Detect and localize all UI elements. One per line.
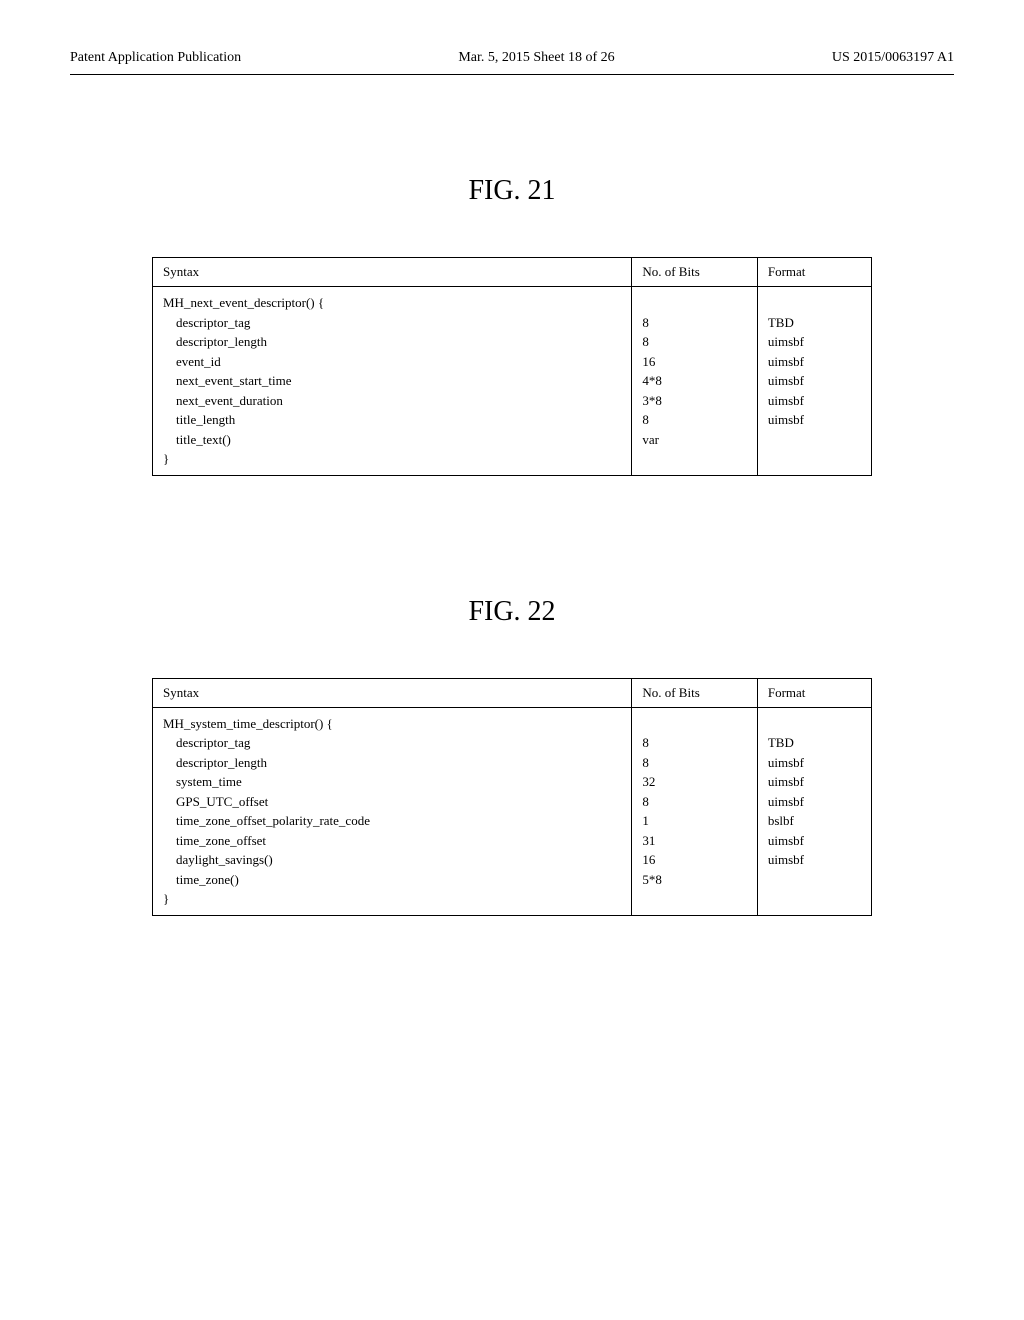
header-publication: Patent Application Publication (70, 50, 241, 66)
figure-21-block: FIG. 21 Syntax No. of Bits Format MH_nex… (70, 175, 954, 476)
figure-21-table: Syntax No. of Bits Format MH_next_event_… (152, 257, 872, 476)
header-date-sheet: Mar. 5, 2015 Sheet 18 of 26 (458, 50, 614, 66)
format-body: TBD uimsbf uimsbf uimsbf bslbf uimsbf ui… (757, 707, 871, 915)
col-bits-header: No. of Bits (632, 258, 758, 287)
figure-22-table: Syntax No. of Bits Format MH_system_time… (152, 678, 872, 916)
bits-body: 8 8 32 8 1 31 16 5*8 (632, 707, 758, 915)
col-syntax-header: Syntax (153, 258, 632, 287)
table-row: MH_next_event_descriptor() { descriptor_… (153, 287, 872, 476)
table-row: MH_system_time_descriptor() { descriptor… (153, 707, 872, 915)
syntax-body: MH_next_event_descriptor() { descriptor_… (153, 287, 632, 476)
syntax-body: MH_system_time_descriptor() { descriptor… (153, 707, 632, 915)
figure-22-title: FIG. 22 (70, 596, 954, 628)
col-syntax-header: Syntax (153, 678, 632, 707)
format-body: TBD uimsbf uimsbf uimsbf uimsbf uimsbf (757, 287, 871, 476)
table-header-row: Syntax No. of Bits Format (153, 258, 872, 287)
header-patent-number: US 2015/0063197 A1 (832, 50, 954, 66)
table-header-row: Syntax No. of Bits Format (153, 678, 872, 707)
figure-21-title: FIG. 21 (70, 175, 954, 207)
col-bits-header: No. of Bits (632, 678, 758, 707)
col-format-header: Format (757, 678, 871, 707)
figure-22-block: FIG. 22 Syntax No. of Bits Format MH_sys… (70, 596, 954, 916)
page-header: Patent Application Publication Mar. 5, 2… (70, 50, 954, 75)
col-format-header: Format (757, 258, 871, 287)
bits-body: 8 8 16 4*8 3*8 8 var (632, 287, 758, 476)
